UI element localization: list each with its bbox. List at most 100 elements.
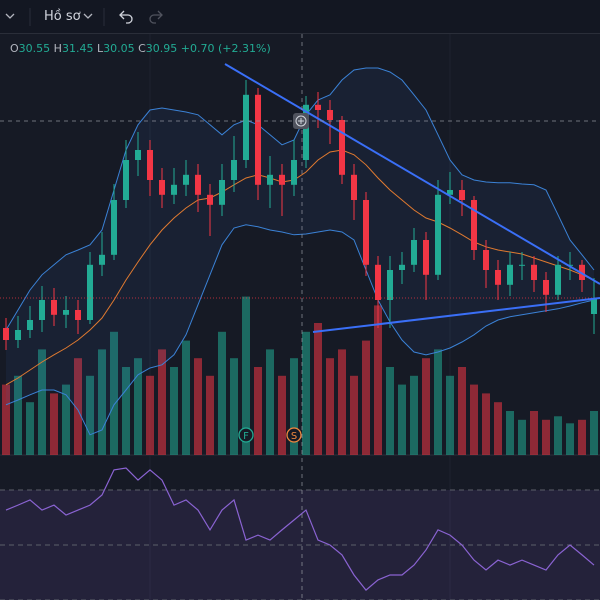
toolbar-icons bbox=[5, 8, 163, 26]
candle-body bbox=[507, 264, 513, 285]
volume-bar bbox=[242, 296, 250, 455]
volume-bar bbox=[410, 375, 418, 455]
volume-bar bbox=[26, 402, 34, 455]
volume-bar bbox=[530, 411, 538, 455]
candle-body bbox=[255, 94, 261, 185]
candle-body bbox=[387, 270, 393, 300]
candle-body bbox=[375, 264, 381, 300]
candle-body bbox=[219, 180, 225, 205]
legend-value: 30.95 bbox=[145, 42, 178, 55]
candle-body bbox=[327, 110, 333, 120]
candle-body bbox=[87, 264, 93, 320]
volume-bar bbox=[590, 411, 598, 455]
chevron[interactable] bbox=[5, 13, 15, 19]
candle-body bbox=[3, 328, 9, 340]
legend-key: O bbox=[10, 42, 19, 55]
candle-body bbox=[303, 104, 309, 160]
volume-bar bbox=[122, 367, 130, 455]
legend-key: H bbox=[53, 42, 62, 55]
volume-bar bbox=[290, 358, 298, 455]
volume-bar bbox=[278, 375, 286, 455]
candle-body bbox=[75, 310, 81, 320]
candle-body bbox=[207, 194, 213, 205]
volume-bar bbox=[14, 375, 22, 455]
volume-bar bbox=[386, 367, 394, 455]
candle-body bbox=[447, 190, 453, 195]
candle-body bbox=[315, 104, 321, 110]
legend-value: 31.45 bbox=[61, 42, 94, 55]
candle-body bbox=[147, 150, 153, 180]
event-marker bbox=[238, 427, 254, 443]
candle-body bbox=[27, 320, 33, 330]
volume-bar bbox=[314, 323, 322, 455]
candle-body bbox=[531, 264, 537, 280]
volume-bar bbox=[566, 423, 574, 455]
volume-bar bbox=[134, 358, 142, 455]
trend-line bbox=[312, 297, 600, 333]
lower-band bbox=[5, 224, 595, 436]
moving-average bbox=[5, 149, 595, 386]
candle-body bbox=[555, 264, 561, 295]
legend-value: 30.55 bbox=[18, 42, 51, 55]
volume-bar bbox=[578, 419, 586, 455]
profile-menu[interactable]: Hồ sơ bbox=[44, 9, 81, 24]
volume-bar bbox=[254, 367, 262, 455]
volume-bar bbox=[266, 349, 274, 455]
volume-bar bbox=[158, 349, 166, 455]
candle-body bbox=[291, 160, 297, 185]
candle-body bbox=[279, 174, 285, 185]
event-label: F bbox=[243, 431, 249, 442]
volume-bar bbox=[494, 402, 502, 455]
volume-bar bbox=[62, 384, 70, 455]
volume-bar bbox=[50, 393, 58, 455]
candle-body bbox=[543, 280, 549, 295]
candle-body bbox=[363, 200, 369, 265]
volume-bar bbox=[350, 375, 358, 455]
crosshair-plus bbox=[298, 118, 304, 124]
candle-body bbox=[351, 174, 357, 200]
candle-body bbox=[459, 190, 465, 200]
candle-body bbox=[519, 264, 525, 266]
volume-bar bbox=[206, 375, 214, 455]
volume-bar bbox=[446, 375, 454, 455]
volume-bar bbox=[182, 340, 190, 455]
chevron[interactable] bbox=[83, 13, 93, 19]
volume-bar bbox=[542, 419, 550, 455]
volume-bar bbox=[98, 349, 106, 455]
undo-button[interactable] bbox=[119, 10, 133, 24]
volume-bar bbox=[2, 384, 10, 455]
event-label: S bbox=[291, 431, 297, 442]
candle-body bbox=[267, 174, 273, 185]
candle-body bbox=[243, 94, 249, 160]
legend-key: L bbox=[96, 42, 104, 55]
volume-bar bbox=[470, 384, 478, 455]
volume-bar bbox=[86, 375, 94, 455]
volume-bar bbox=[170, 367, 178, 455]
candle-body bbox=[195, 174, 201, 195]
volume-bar bbox=[518, 419, 526, 455]
volume-bar bbox=[74, 358, 82, 455]
candle-body bbox=[183, 174, 189, 185]
legend-key: C bbox=[138, 42, 146, 55]
volume-bar bbox=[458, 367, 466, 455]
candle-body bbox=[99, 254, 105, 265]
candle-body bbox=[15, 330, 21, 340]
candle-body bbox=[423, 240, 429, 275]
crosshair-plus bbox=[295, 115, 307, 127]
candle-body bbox=[339, 120, 345, 175]
volume-bar bbox=[434, 349, 442, 455]
volume-bar bbox=[338, 349, 346, 455]
candle-body bbox=[399, 264, 405, 270]
volume-bar bbox=[38, 349, 46, 455]
volume-bar bbox=[506, 411, 514, 455]
candle-body bbox=[591, 298, 597, 314]
candle-body bbox=[51, 300, 57, 315]
legend-change: +0.70 (+2.31%) bbox=[180, 42, 271, 55]
candle-body bbox=[483, 250, 489, 270]
redo-button[interactable] bbox=[149, 10, 163, 24]
ohlc-legend: O30.55 H31.45 L30.05 C30.95 +0.70 (+2.31… bbox=[10, 42, 271, 55]
candle-body bbox=[231, 160, 237, 180]
volume-bar bbox=[362, 340, 370, 455]
volume-bar bbox=[194, 358, 202, 455]
